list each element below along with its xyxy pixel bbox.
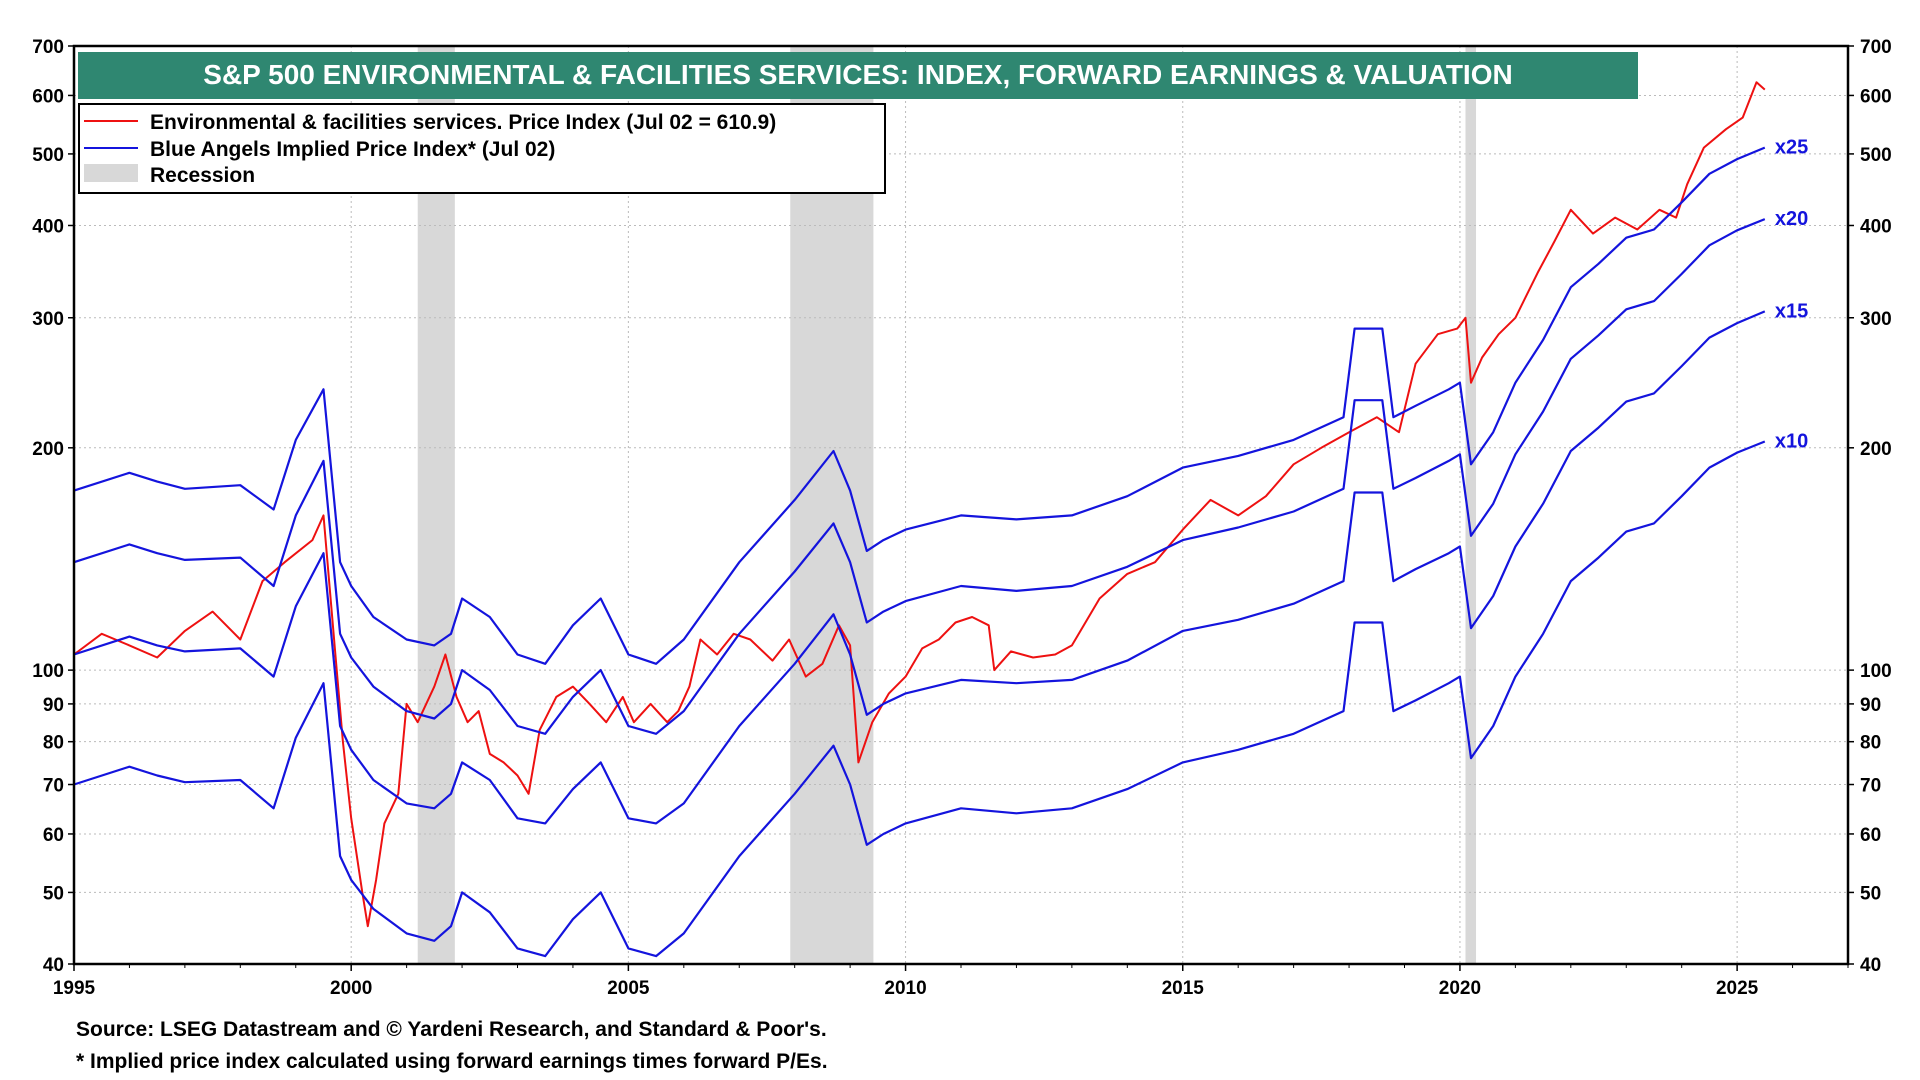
- legend-box: [78, 103, 886, 194]
- y-tick-label-right: 100: [1860, 661, 1892, 682]
- y-tick-label-right: 200: [1860, 439, 1892, 460]
- y-tick-label-left: 500: [32, 145, 64, 166]
- legend-swatch-recession: [84, 164, 138, 182]
- series-line-x10: [73, 440, 1766, 958]
- recession-band-1: [790, 46, 874, 964]
- legend: Environmental & facilities services. Pri…: [78, 103, 886, 194]
- series-line-x25: [73, 146, 1766, 665]
- legend-label-implied: Blue Angels Implied Price Index* (Jul 02…: [150, 138, 555, 161]
- y-tick-label-right: 400: [1860, 216, 1892, 237]
- y-tick-label-left: 300: [32, 309, 64, 330]
- y-tick-label-right: 70: [1860, 776, 1881, 797]
- series-line-x20: [73, 218, 1766, 735]
- y-tick-label-left: 80: [43, 733, 64, 754]
- x-tick-label: 1995: [53, 978, 96, 999]
- y-tick-label-right: 700: [1860, 37, 1892, 58]
- y-tick-label-right: 300: [1860, 309, 1892, 330]
- y-tick-label-left: 90: [43, 695, 64, 716]
- y-tick-label-left: 50: [43, 883, 64, 904]
- legend-label-price: Environmental & facilities services. Pri…: [150, 111, 776, 134]
- series-lines: x25 x20 x15 x10: [73, 81, 1808, 958]
- y-tick-label-right: 40: [1860, 955, 1881, 976]
- y-tick-label-right: 80: [1860, 733, 1881, 754]
- series-end-label: x25: [1775, 137, 1808, 159]
- y-tick-label-left: 700: [32, 37, 64, 58]
- y-tick-label-left: 40: [43, 955, 64, 976]
- recession-bands: [417, 46, 1477, 964]
- x-tick-label: 2020: [1439, 978, 1481, 999]
- footnote: * Implied price index calculated using f…: [76, 1050, 828, 1073]
- series-end-label: x10: [1775, 430, 1808, 452]
- recession-band-2: [1465, 46, 1477, 964]
- legend-label-recession: Recession: [150, 164, 255, 187]
- series-end-label: x15: [1775, 300, 1808, 322]
- y-tick-label-left: 70: [43, 776, 64, 797]
- x-tick-label: 2015: [1162, 978, 1205, 999]
- x-tick-label: 2010: [884, 978, 926, 999]
- y-tick-label-left: 600: [32, 86, 64, 107]
- y-tick-label-right: 500: [1860, 145, 1892, 166]
- x-tick-label: 2025: [1716, 978, 1759, 999]
- chart-title: S&P 500 ENVIRONMENTAL & FACILITIES SERVI…: [203, 59, 1512, 90]
- y-tick-label-left: 400: [32, 216, 64, 237]
- series-end-label: x20: [1775, 208, 1808, 230]
- y-tick-label-left: 100: [32, 661, 64, 682]
- y-tick-label-right: 60: [1860, 825, 1881, 846]
- y-tick-label-left: 200: [32, 439, 64, 460]
- x-tick-label: 2000: [330, 978, 372, 999]
- title-banner: [78, 52, 1638, 99]
- plot-frame: [72, 44, 1850, 966]
- y-tick-label-right: 50: [1860, 883, 1881, 904]
- series-line-x15: [73, 310, 1766, 825]
- y-tick-label-left: 60: [43, 825, 64, 846]
- axis-ticks: 40 40 50 50 60 60 70 70 80 80 90 90 100 100 200 200 300 3…: [32, 37, 1891, 999]
- y-tick-label-right: 90: [1860, 695, 1881, 716]
- y-tick-label-right: 600: [1860, 86, 1892, 107]
- x-tick-label: 2005: [607, 978, 650, 999]
- recession-band-0: [417, 46, 455, 964]
- source-note: Source: LSEG Datastream and © Yardeni Re…: [76, 1018, 827, 1041]
